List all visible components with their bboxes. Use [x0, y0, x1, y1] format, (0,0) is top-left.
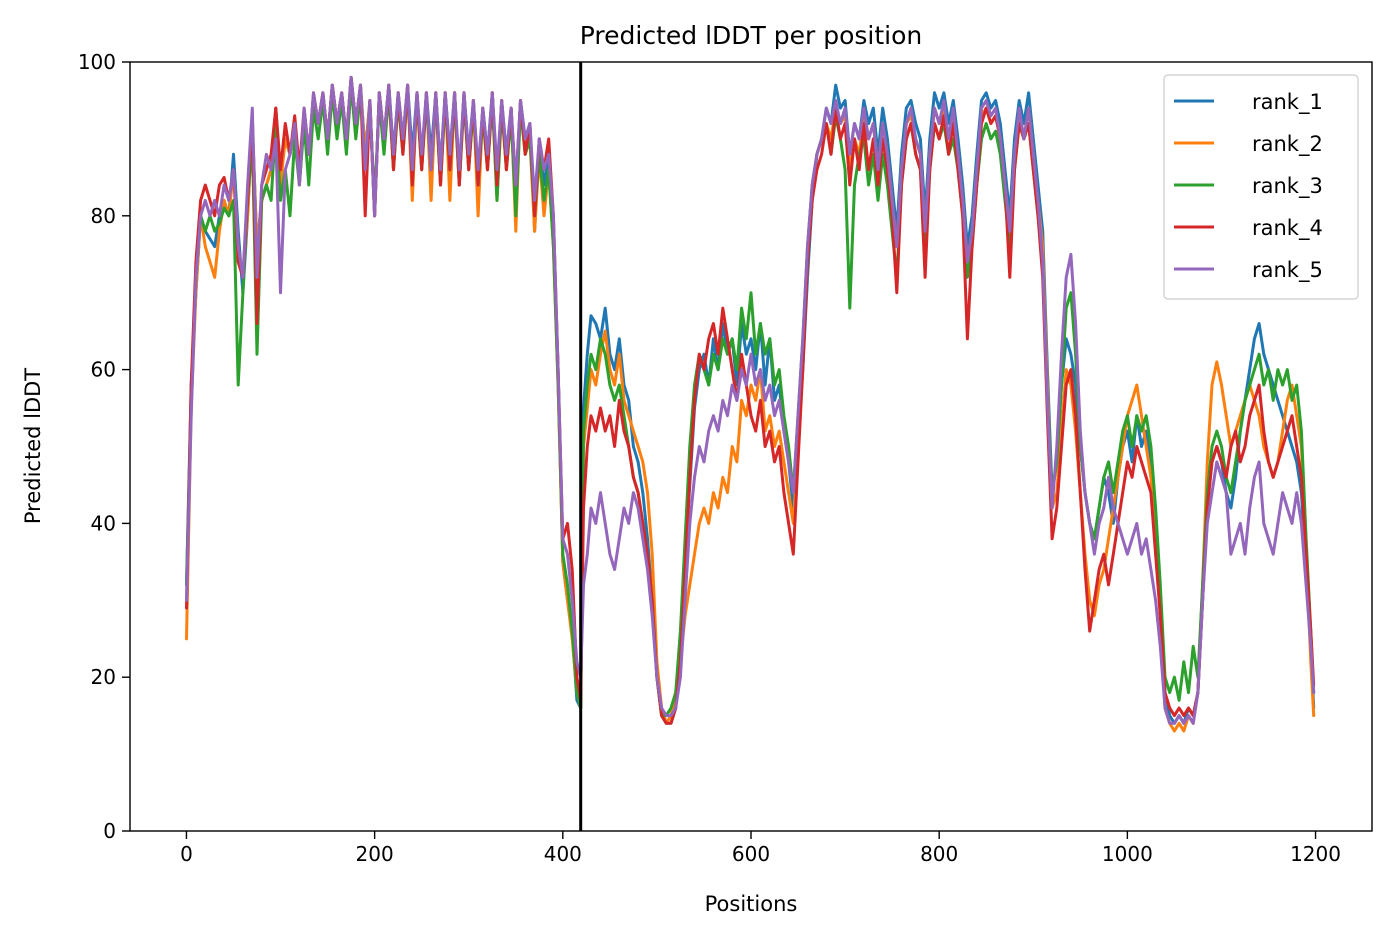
legend-label-rank_2: rank_2	[1252, 132, 1323, 157]
x-tick-label: 1200	[1290, 842, 1341, 866]
legend-label-rank_5: rank_5	[1252, 258, 1323, 283]
legend-box	[1163, 74, 1359, 300]
legend-label-rank_3: rank_3	[1252, 174, 1323, 199]
chart-title: Predicted lDDT per position	[580, 21, 922, 50]
legend: rank_1 rank_2 rank_3 rank_4 rank_5	[1163, 74, 1359, 300]
legend-label-rank_1: rank_1	[1252, 90, 1323, 115]
legend-label-rank_4: rank_4	[1252, 216, 1323, 241]
y-tick-label: 80	[91, 204, 116, 228]
y-axis-ticks: 0 20 40 60 80 100	[78, 50, 130, 843]
y-tick-label: 100	[78, 50, 116, 74]
x-tick-label: 800	[920, 842, 958, 866]
y-tick-label: 20	[91, 665, 116, 689]
x-tick-label: 600	[732, 842, 770, 866]
x-tick-label: 400	[544, 842, 582, 866]
y-tick-label: 0	[103, 819, 116, 843]
x-axis-label: Positions	[705, 892, 798, 916]
y-tick-label: 60	[91, 358, 116, 382]
x-axis-ticks: 0 200 400 600 800 1000 1200	[180, 831, 1341, 866]
y-axis-label: Predicted lDDT	[21, 368, 45, 524]
x-tick-label: 0	[180, 842, 193, 866]
x-tick-label: 200	[356, 842, 394, 866]
y-tick-label: 40	[91, 511, 116, 535]
series-layer	[185, 75, 1316, 733]
x-tick-label: 1000	[1102, 842, 1153, 866]
series-line-rank_5	[185, 75, 1316, 725]
